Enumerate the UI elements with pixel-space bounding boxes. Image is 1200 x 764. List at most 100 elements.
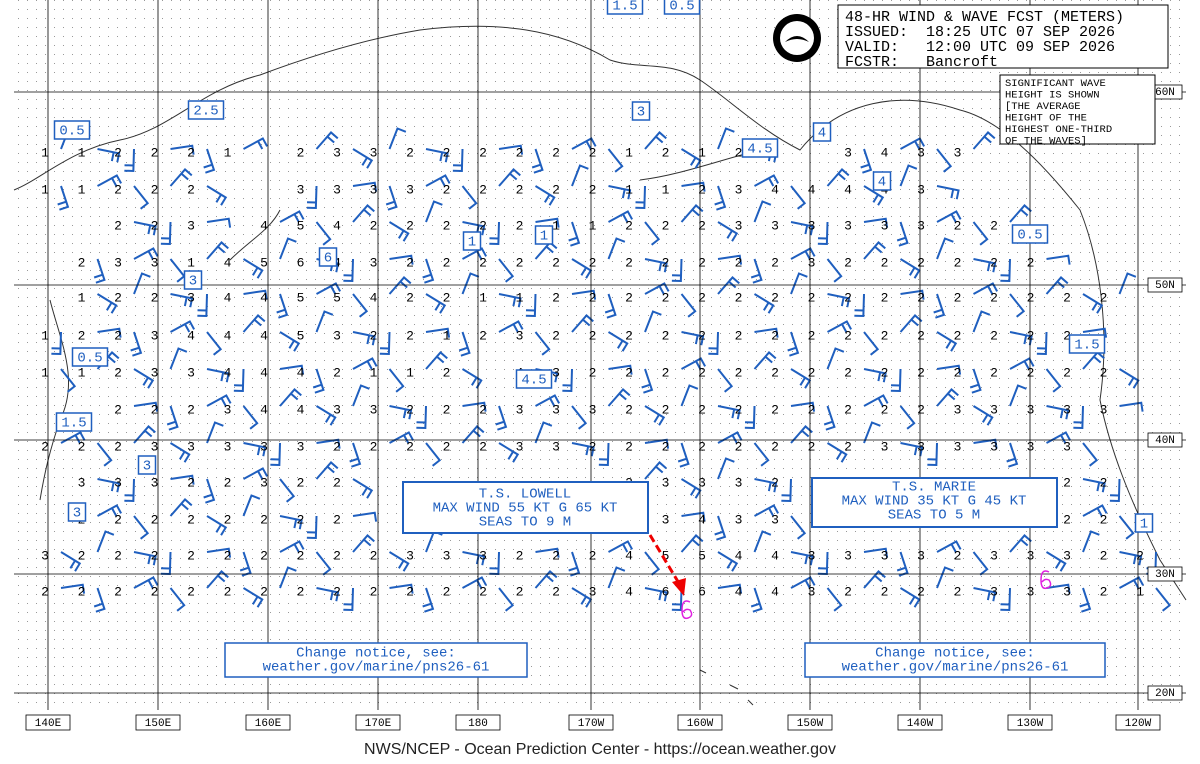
wave-height: 3 [589,402,597,417]
wave-height: 3 [808,218,816,233]
wave-height: 4 [260,218,268,233]
lon-label: 140E [35,718,62,730]
wind-barb [170,320,195,333]
wave-height: 3 [808,584,816,599]
wind-barb [899,587,921,608]
wind-barb [680,384,699,407]
wind-barb [535,394,560,407]
lon-label-box [355,714,401,731]
wave-height: 2 [406,584,414,599]
wind-barb [717,276,740,295]
lon-label: 120W [1125,718,1152,730]
wind-barb [133,401,159,412]
wave-height: 2 [443,439,451,454]
wave-height: 2 [662,255,670,270]
wind-barb [936,237,954,260]
wave-height: 2 [954,584,962,599]
wave-height: 2 [844,255,852,270]
wind-barb [899,314,923,333]
contour-label: 0.5 [77,351,102,367]
wind-barb [750,587,763,613]
wave-height: 2 [808,365,816,380]
lon-label-box [25,714,71,731]
wave-height: 2 [479,218,487,233]
wave-height: 2 [917,584,925,599]
wind-barb [754,504,779,517]
wave-height: 3 [917,182,925,197]
wind-barb [242,314,266,333]
wave-height: 4 [735,548,743,563]
wind-barb [817,221,829,246]
legend-note-line: HEIGHT OF THE [1005,112,1087,124]
wind-barb [389,254,414,265]
wind-barb [607,331,629,352]
wind-barb [826,587,843,612]
wave-height: 2 [297,548,305,563]
wind-barb [385,185,398,211]
wave-height: 2 [735,290,743,305]
wind-barb [416,405,427,430]
wave-height: 2 [260,548,268,563]
wind-barb [680,534,704,553]
wind-barb [1119,551,1143,566]
wind-barb [562,368,573,393]
wave-height: 5 [333,290,341,305]
wave-height: 1 [662,182,670,197]
wind-barb [750,258,763,284]
wind-barb [1036,331,1048,356]
wave-height: 2 [808,402,816,417]
wind-barb [1000,587,1011,612]
wave-height: 2 [114,512,122,527]
wind-barb [1118,272,1137,295]
wave-height: 2 [187,402,195,417]
wind-barb [279,388,302,407]
wind-barb [315,551,332,576]
wind-barb [1082,478,1106,493]
wave-height: 3 [662,512,670,527]
wind-barb [498,258,515,283]
contour-label: 4 [818,126,826,142]
wave-height: 1 [625,182,633,197]
lat-label: 50N [1155,280,1175,292]
wave-height: 2 [187,548,195,563]
wind-barb [644,587,668,602]
wind-barb [133,221,157,236]
wind-barb [133,515,150,540]
wave-height: 5 [698,548,706,563]
wind-barb [714,515,727,541]
wind-barb [276,293,289,319]
wind-barb [206,421,224,444]
wave-height: 4 [808,182,816,197]
wave-height: 4 [224,290,232,305]
wind-barb [854,293,865,318]
wave-height: 4 [260,328,268,343]
wind-barb [279,210,305,223]
wind-barb [927,442,938,467]
wind-barb [170,293,194,308]
wave-height: 3 [297,439,305,454]
wave-height: 2 [406,439,414,454]
wave-height: 2 [954,290,962,305]
wave-height: 2 [333,439,341,454]
wind-barb [97,478,121,493]
lon-label-box [135,714,181,731]
wind-barb [169,498,193,517]
wind-barb [936,540,962,553]
wind-barb [133,272,151,295]
wave-height: 3 [954,439,962,454]
wave-height: 2 [808,290,816,305]
wind-barb [644,282,670,295]
wind-barb [133,576,159,589]
storm-line: MAX WIND 35 KT G 45 KT [842,494,1027,510]
wind-barb [973,282,998,295]
wave-height: 2 [224,512,232,527]
wave-height: 1 [443,328,451,343]
wave-height: 2 [479,402,487,417]
wave-height: 3 [151,255,159,270]
wind-barb [206,185,228,206]
wave-height: 2 [735,328,743,343]
wave-height: 2 [151,182,159,197]
contour-label-box [606,0,644,15]
wave-height: 3 [881,218,889,233]
wind-barb [124,148,135,173]
